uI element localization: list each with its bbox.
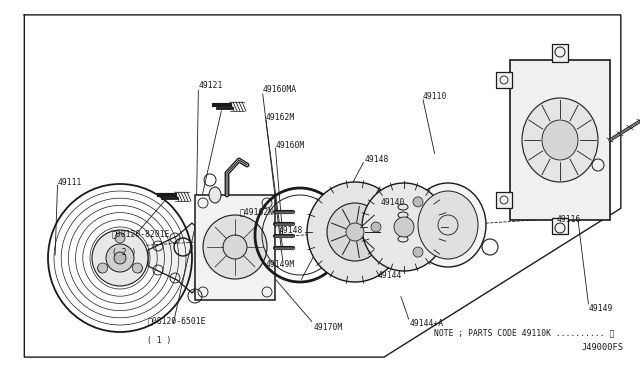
Text: ⒲08120-8201E: ⒲08120-8201E <box>112 229 170 238</box>
Ellipse shape <box>371 222 381 232</box>
Ellipse shape <box>327 203 383 261</box>
Ellipse shape <box>410 183 486 267</box>
Ellipse shape <box>114 252 126 264</box>
Text: ( 2 ): ( 2 ) <box>112 248 136 257</box>
Text: 49116: 49116 <box>557 215 581 224</box>
Ellipse shape <box>522 98 598 182</box>
Text: ⒲49162N: ⒲49162N <box>240 208 274 217</box>
FancyBboxPatch shape <box>510 60 610 220</box>
Ellipse shape <box>98 263 108 273</box>
Ellipse shape <box>92 230 148 286</box>
Ellipse shape <box>346 223 364 241</box>
Text: 49149: 49149 <box>589 304 613 313</box>
FancyBboxPatch shape <box>496 72 512 88</box>
Text: 49140: 49140 <box>381 198 405 207</box>
Text: ( 1 ): ( 1 ) <box>147 336 172 344</box>
Ellipse shape <box>307 182 403 282</box>
Text: 49160M: 49160M <box>275 141 305 150</box>
Ellipse shape <box>203 215 267 279</box>
Ellipse shape <box>209 187 221 203</box>
Ellipse shape <box>418 191 478 259</box>
Ellipse shape <box>106 244 134 272</box>
Text: 49148: 49148 <box>278 226 303 235</box>
Text: 49162M: 49162M <box>266 113 295 122</box>
Ellipse shape <box>132 263 142 273</box>
Text: J49000FS: J49000FS <box>582 343 624 352</box>
Text: 49110: 49110 <box>422 92 447 101</box>
FancyBboxPatch shape <box>496 192 512 208</box>
Ellipse shape <box>413 197 423 207</box>
Ellipse shape <box>413 247 423 257</box>
Text: ⒲08120-6501E: ⒲08120-6501E <box>147 317 205 326</box>
Ellipse shape <box>542 120 578 160</box>
Text: 49148: 49148 <box>365 155 389 164</box>
Text: 49144+A: 49144+A <box>410 319 444 328</box>
FancyBboxPatch shape <box>552 218 568 234</box>
Text: 49149M: 49149M <box>266 260 295 269</box>
Ellipse shape <box>394 217 414 237</box>
FancyBboxPatch shape <box>195 195 275 300</box>
Ellipse shape <box>223 235 247 259</box>
Ellipse shape <box>362 183 446 271</box>
Text: 49121: 49121 <box>198 81 223 90</box>
Polygon shape <box>148 223 197 293</box>
Text: 49170M: 49170M <box>314 323 343 332</box>
Text: 49111: 49111 <box>58 178 82 187</box>
Text: 49160MA: 49160MA <box>262 85 296 94</box>
FancyBboxPatch shape <box>552 44 568 62</box>
Ellipse shape <box>115 233 125 243</box>
Text: NOTE ; PARTS CODE 49110K .......... Ⓐ: NOTE ; PARTS CODE 49110K .......... Ⓐ <box>434 328 614 337</box>
Text: 49144: 49144 <box>378 271 402 280</box>
